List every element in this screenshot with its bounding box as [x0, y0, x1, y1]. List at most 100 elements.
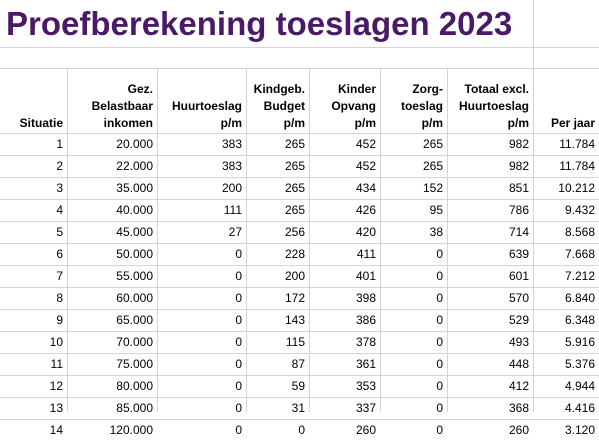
table-cell[interactable]: 2	[0, 156, 67, 178]
table-cell[interactable]: 85.000	[67, 398, 157, 420]
table-cell[interactable]: 115	[246, 332, 309, 354]
table-cell[interactable]: 434	[309, 178, 380, 200]
table-cell[interactable]: 5.916	[533, 332, 599, 354]
table-cell[interactable]: 59	[246, 376, 309, 398]
table-cell[interactable]: 55.000	[67, 266, 157, 288]
table-cell[interactable]: 0	[380, 310, 447, 332]
table-cell[interactable]: 448	[447, 354, 533, 376]
table-cell[interactable]: 0	[380, 376, 447, 398]
table-cell[interactable]: 10	[0, 332, 67, 354]
table-cell[interactable]: 452	[309, 156, 380, 178]
table-cell[interactable]: 11.784	[533, 134, 599, 156]
table-cell[interactable]: 353	[309, 376, 380, 398]
table-cell[interactable]: 0	[246, 420, 309, 441]
table-cell[interactable]: 401	[309, 266, 380, 288]
table-cell[interactable]: 9	[0, 310, 67, 332]
table-cell[interactable]: 256	[246, 222, 309, 244]
table-cell[interactable]: 386	[309, 310, 380, 332]
table-cell[interactable]: 0	[380, 332, 447, 354]
table-cell[interactable]: 31	[246, 398, 309, 420]
table-cell[interactable]: 50.000	[67, 244, 157, 266]
table-cell[interactable]: 0	[380, 354, 447, 376]
table-cell[interactable]: 13	[0, 398, 67, 420]
table-cell[interactable]: 982	[447, 134, 533, 156]
table-cell[interactable]: 0	[157, 420, 246, 441]
table-cell[interactable]: 383	[157, 156, 246, 178]
table-cell[interactable]: 570	[447, 288, 533, 310]
table-cell[interactable]: 411	[309, 244, 380, 266]
table-cell[interactable]: 0	[380, 266, 447, 288]
table-cell[interactable]: 265	[246, 134, 309, 156]
table-cell[interactable]: 95	[380, 200, 447, 222]
table-cell[interactable]: 0	[157, 354, 246, 376]
table-cell[interactable]: 601	[447, 266, 533, 288]
table-cell[interactable]: 38	[380, 222, 447, 244]
table-cell[interactable]: 65.000	[67, 310, 157, 332]
table-cell[interactable]: 0	[157, 398, 246, 420]
table-cell[interactable]: 383	[157, 134, 246, 156]
table-cell[interactable]: 12	[0, 376, 67, 398]
table-cell[interactable]: 11.784	[533, 156, 599, 178]
table-cell[interactable]: 260	[309, 420, 380, 441]
table-cell[interactable]: 378	[309, 332, 380, 354]
table-cell[interactable]: 87	[246, 354, 309, 376]
table-cell[interactable]: 5	[0, 222, 67, 244]
column-header[interactable]: Per jaar	[533, 68, 599, 134]
table-cell[interactable]: 714	[447, 222, 533, 244]
table-cell[interactable]: 361	[309, 354, 380, 376]
table-cell[interactable]: 0	[157, 376, 246, 398]
table-cell[interactable]: 60.000	[67, 288, 157, 310]
table-cell[interactable]: 6.348	[533, 310, 599, 332]
table-cell[interactable]: 1	[0, 134, 67, 156]
table-cell[interactable]: 260	[447, 420, 533, 441]
table-cell[interactable]: 152	[380, 178, 447, 200]
table-cell[interactable]: 120.000	[67, 420, 157, 441]
table-cell[interactable]: 143	[246, 310, 309, 332]
table-cell[interactable]: 0	[380, 288, 447, 310]
table-cell[interactable]: 5.376	[533, 354, 599, 376]
table-cell[interactable]: 4.944	[533, 376, 599, 398]
table-cell[interactable]: 0	[380, 398, 447, 420]
table-cell[interactable]: 20.000	[67, 134, 157, 156]
table-cell[interactable]: 200	[157, 178, 246, 200]
table-cell[interactable]: 75.000	[67, 354, 157, 376]
table-cell[interactable]: 11	[0, 354, 67, 376]
table-cell[interactable]: 265	[380, 156, 447, 178]
table-cell[interactable]: 639	[447, 244, 533, 266]
table-cell[interactable]: 851	[447, 178, 533, 200]
table-cell[interactable]: 0	[157, 288, 246, 310]
table-cell[interactable]: 8.568	[533, 222, 599, 244]
table-cell[interactable]: 0	[157, 244, 246, 266]
table-cell[interactable]: 0	[157, 310, 246, 332]
table-cell[interactable]: 452	[309, 134, 380, 156]
table-cell[interactable]: 200	[246, 266, 309, 288]
table-cell[interactable]: 786	[447, 200, 533, 222]
table-cell[interactable]: 40.000	[67, 200, 157, 222]
table-cell[interactable]: 3	[0, 178, 67, 200]
table-cell[interactable]: 426	[309, 200, 380, 222]
table-cell[interactable]: 4	[0, 200, 67, 222]
table-cell[interactable]: 0	[157, 266, 246, 288]
table-cell[interactable]: 8	[0, 288, 67, 310]
table-cell[interactable]: 420	[309, 222, 380, 244]
table-cell[interactable]: 14	[0, 420, 67, 441]
table-cell[interactable]: 3.120	[533, 420, 599, 441]
table-cell[interactable]: 368	[447, 398, 533, 420]
table-cell[interactable]: 398	[309, 288, 380, 310]
table-cell[interactable]: 265	[246, 178, 309, 200]
table-cell[interactable]: 7.212	[533, 266, 599, 288]
table-cell[interactable]: 265	[246, 156, 309, 178]
table-cell[interactable]: 0	[380, 420, 447, 441]
table-cell[interactable]: 9.432	[533, 200, 599, 222]
table-cell[interactable]: 265	[380, 134, 447, 156]
table-cell[interactable]: 337	[309, 398, 380, 420]
table-cell[interactable]: 80.000	[67, 376, 157, 398]
table-cell[interactable]: 4.416	[533, 398, 599, 420]
table-cell[interactable]: 228	[246, 244, 309, 266]
table-cell[interactable]: 982	[447, 156, 533, 178]
